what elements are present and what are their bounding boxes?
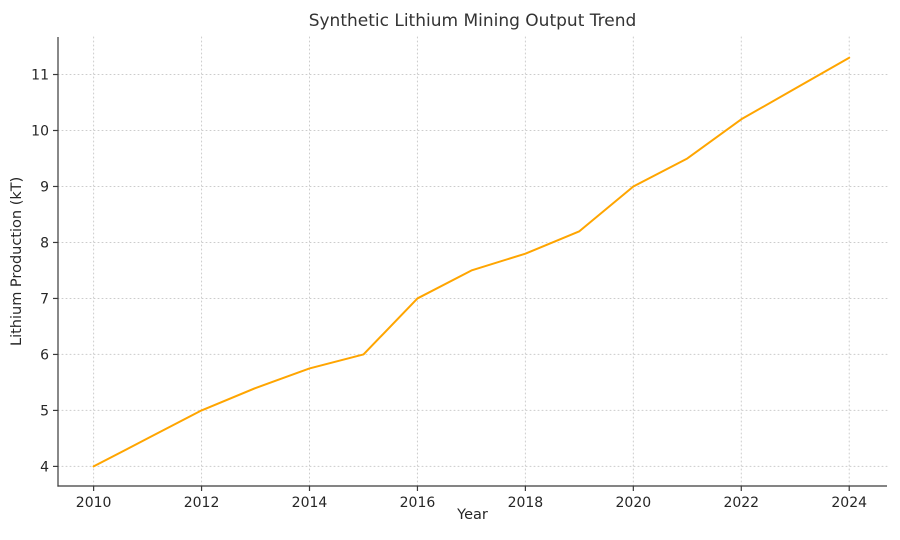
y-tick-label: 6 bbox=[40, 347, 49, 363]
x-tick-label: 2012 bbox=[184, 495, 220, 511]
x-tick-label: 2014 bbox=[292, 495, 328, 511]
x-tick-label: 2016 bbox=[400, 495, 436, 511]
x-tick-label: 2010 bbox=[76, 495, 112, 511]
x-tick-label: 2020 bbox=[616, 495, 652, 511]
data-line bbox=[92, 56, 851, 468]
y-tick-label: 5 bbox=[40, 403, 49, 419]
y-tick-label: 10 bbox=[31, 123, 49, 139]
x-axis-label: Year bbox=[457, 507, 488, 523]
x-tick-label: 2022 bbox=[723, 495, 759, 511]
y-tick-label: 4 bbox=[40, 459, 49, 475]
y-axis-label: Lithium Production (kT) bbox=[9, 176, 25, 347]
chart-title: Synthetic Lithium Mining Output Trend bbox=[308, 11, 637, 31]
y-tick-label: 7 bbox=[40, 291, 49, 307]
x-tick-label: 2018 bbox=[508, 495, 544, 511]
y-tick-label: 8 bbox=[40, 235, 49, 251]
y-tick-label: 9 bbox=[40, 179, 49, 195]
x-tick-label: 2024 bbox=[831, 495, 867, 511]
y-tick-label: 11 bbox=[31, 68, 49, 84]
